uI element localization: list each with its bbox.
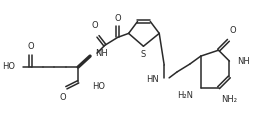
Text: O: O [27, 42, 34, 51]
Text: O: O [92, 21, 98, 30]
Text: NH: NH [95, 49, 108, 58]
Text: HO: HO [2, 63, 15, 72]
Text: H₂N: H₂N [177, 91, 193, 100]
Text: S: S [141, 50, 146, 59]
Text: HO: HO [92, 82, 105, 91]
Text: O: O [229, 26, 236, 35]
Text: O: O [59, 93, 66, 102]
Text: NH₂: NH₂ [221, 95, 237, 104]
Text: NH: NH [237, 57, 250, 66]
Text: HN: HN [146, 75, 159, 84]
Text: O: O [114, 14, 121, 22]
